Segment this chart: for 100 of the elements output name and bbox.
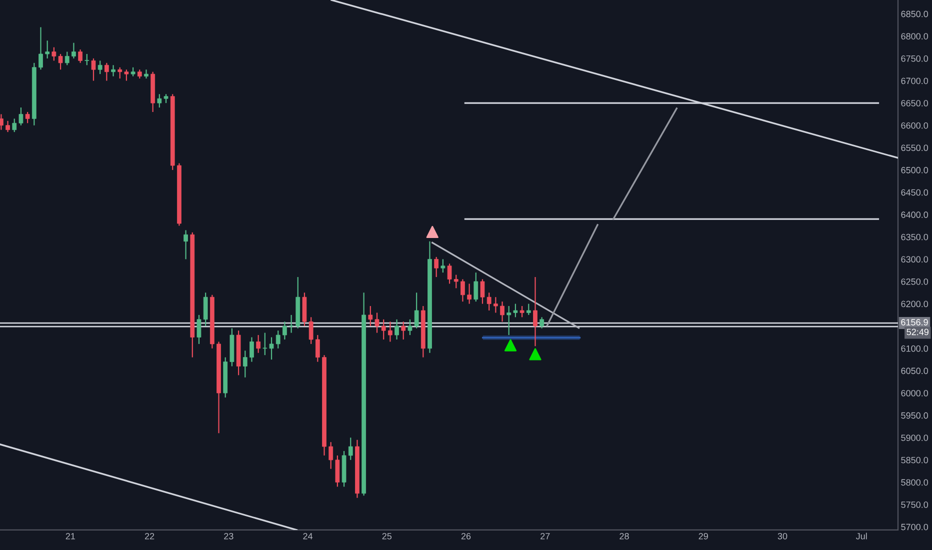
y-tick-label: 5700.0 [901,524,928,530]
y-tick-label: 6450.0 [901,189,928,196]
x-tick-label: 22 [144,532,154,540]
candlestick [540,316,544,329]
y-tick-label: 6250.0 [901,278,928,285]
candlestick [381,318,386,340]
y-tick-label: 6400.0 [901,212,928,218]
x-tick-label: 29 [698,532,708,540]
candlestick [124,69,129,82]
x-tick-label: 27 [540,532,550,540]
y-tick-label: 6800.0 [901,33,928,40]
candlestick [520,305,524,318]
candlestick [282,321,287,340]
candlestick [0,114,4,130]
y-tick-label: 5800.0 [901,479,928,486]
candlestick [118,66,122,80]
candlestick [289,314,294,334]
candlestick [12,118,17,133]
y-tick-label: 6700.0 [901,78,928,84]
y-tick-label: 6050.0 [901,368,928,374]
candlestick [506,305,512,336]
x-tick-label: 25 [382,532,392,540]
y-tick-label: 5900.0 [901,434,928,441]
point [504,339,517,352]
candlestick [454,274,458,289]
candlestick [493,296,498,314]
candlestick [84,53,90,66]
candlestick [203,292,208,327]
candlestick [250,336,254,362]
candlestick [335,454,340,488]
candlestick [434,256,439,278]
ref-line-label: 6156.9 [901,319,928,326]
candlestick [52,46,56,62]
candlestick [394,318,399,340]
x-tick-label: 26 [461,532,471,540]
y-tick-label: 5850.0 [901,456,928,464]
text: 52:49 [906,328,928,336]
x-tick-label: 30 [778,532,788,540]
candlestick [157,94,162,108]
candlestick [408,318,412,336]
candlestick [401,321,406,340]
candlestick [98,60,102,75]
candlestick [474,272,478,302]
candlestick [144,69,148,80]
candlestick [388,321,392,342]
candlestick [460,278,465,302]
candlestick [111,64,116,77]
y-tick-label: 5950.0 [901,412,928,419]
candlestick [78,48,82,64]
candlestick [196,314,202,345]
candlestick [242,350,248,378]
x-tick-label: 23 [224,532,234,540]
candlestick [276,330,280,349]
candlestick [486,292,492,312]
candlestick [184,230,188,260]
candlestick [104,62,109,82]
y-tick-label: 6200.0 [901,300,928,308]
candlestick [368,305,373,327]
y-tick-label: 6600.0 [901,122,928,129]
candlestick [533,276,538,347]
y-tick-label: 6850.0 [901,10,928,18]
y-tick-label: 5750.0 [901,502,928,508]
y-tick-label: 6100.0 [901,345,928,352]
x-tick-label: 24 [303,532,313,540]
y-tick-label: 6500.0 [901,166,928,174]
candlestick [480,278,485,304]
x-tick-label: 21 [66,532,75,540]
candlestick [6,120,10,133]
candlestick [256,334,261,354]
point [426,226,438,238]
candlestick [91,58,96,82]
candlestick [526,303,531,316]
y-tick-label: 6650.0 [901,100,928,106]
candlestick [58,53,63,70]
y-tick-label: 6350.0 [901,234,928,240]
candlestick [18,106,24,126]
candlestick [440,258,446,274]
x-tick-label: Jul [856,532,867,540]
candlestick [500,301,504,322]
candlestick [269,336,274,360]
y-tick-label: 6750.0 [901,55,928,62]
candlestick [25,111,30,124]
candlestick [348,437,353,460]
candlestick [262,332,268,356]
candlestick [72,42,76,59]
candlestick [447,263,452,284]
candlestick [414,292,419,329]
x-tick-label: 28 [620,532,629,540]
candlestick [38,26,43,70]
candlestick [308,316,314,345]
candlestick [467,283,472,304]
candlestick [45,40,50,59]
candlestick [64,51,70,66]
point [529,348,542,360]
y-tick-label: 6550.0 [901,144,928,152]
y-tick-label: 6300.0 [901,256,928,263]
candlestick [513,303,518,318]
candlestick [315,334,320,362]
y-tick-label: 6000.0 [901,390,928,396]
candlestick [328,442,334,470]
